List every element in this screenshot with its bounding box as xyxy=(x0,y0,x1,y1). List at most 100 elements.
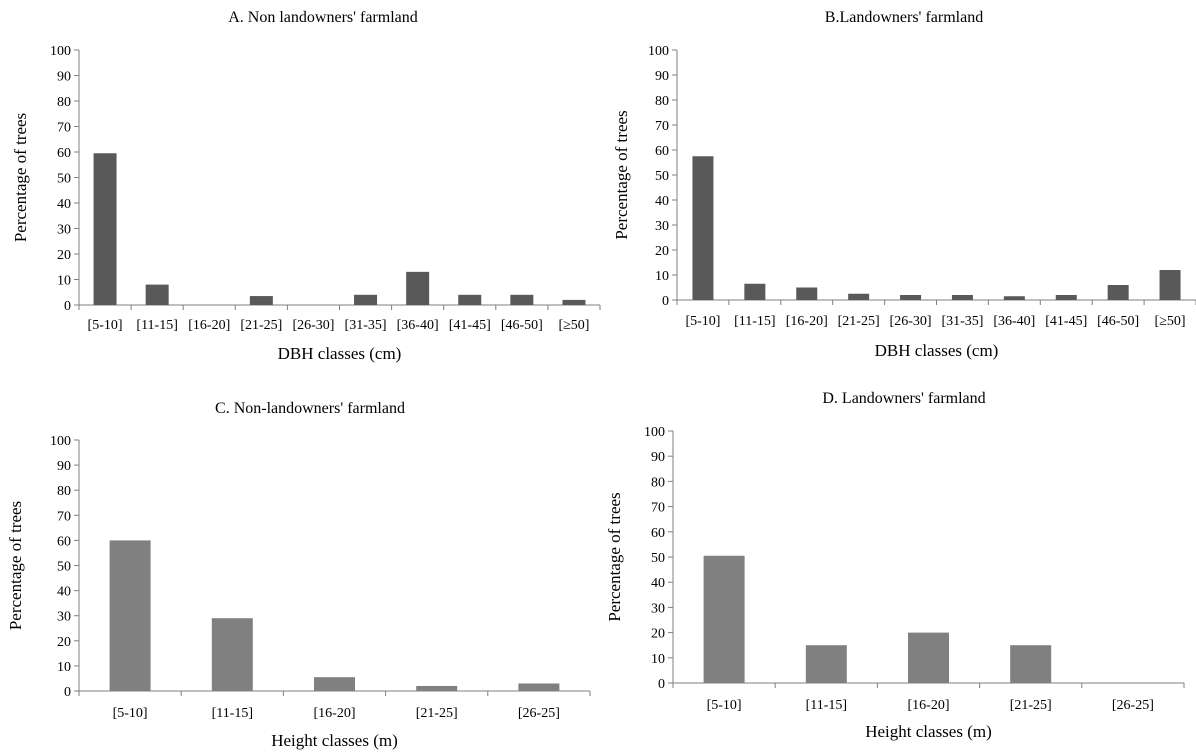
y-tick-label: 10 xyxy=(57,660,71,675)
x-tick-label: [16-20] xyxy=(908,698,950,713)
y-tick-label: 100 xyxy=(50,44,71,59)
y-tick-label: 20 xyxy=(57,635,71,650)
y-tick-label: 90 xyxy=(57,70,71,85)
y-tick-label: 0 xyxy=(662,294,669,309)
bar-[26-25] xyxy=(518,683,560,691)
y-tick-label: 90 xyxy=(57,459,71,474)
chart-title: C. Non-landowners' farmland xyxy=(215,400,405,417)
bar-[≥50] xyxy=(1159,270,1181,300)
x-tick-label: [26-30] xyxy=(292,318,334,333)
y-tick-label: 30 xyxy=(57,223,71,238)
bar-[41-45] xyxy=(1055,295,1077,300)
y-tick-label: 10 xyxy=(651,652,665,667)
x-axis-label: Height classes (m) xyxy=(865,722,992,741)
y-tick-label: 60 xyxy=(655,144,669,159)
y-tick-label: 30 xyxy=(57,610,71,625)
bar-[46-50] xyxy=(1107,285,1129,300)
x-tick-label: [36-40] xyxy=(993,314,1035,329)
y-axis-label: Percentage of trees xyxy=(6,501,25,630)
bar-[46-50] xyxy=(510,294,534,305)
bar-[11-15] xyxy=(805,645,847,683)
y-tick-label: 20 xyxy=(57,248,71,263)
y-tick-label: 60 xyxy=(57,534,71,549)
x-tick-label: [21-25] xyxy=(416,706,458,721)
y-tick-label: 80 xyxy=(655,94,669,109)
x-axis-label: Height classes (m) xyxy=(271,731,398,750)
y-tick-label: 60 xyxy=(651,526,665,541)
x-tick-label: [21-25] xyxy=(838,314,880,329)
chart-panel-3: C. Non-landowners' farmland 0 10 20 30 40 50 60… xyxy=(6,400,591,750)
chart-panel-1: A. Non landowners' farmland 0 10 20 30 40 50 60… xyxy=(11,9,601,363)
y-tick-label: 80 xyxy=(57,484,71,499)
chart-panel-2: B.Landowners' farmland 0 10 20 30 40 50 60 70 80 9… xyxy=(612,9,1196,360)
x-tick-label: [41-45] xyxy=(1045,314,1087,329)
y-tick-label: 40 xyxy=(57,585,71,600)
y-tick-label: 70 xyxy=(57,121,71,136)
x-tick-label: [46-50] xyxy=(501,318,543,333)
bar-[36-40] xyxy=(406,271,430,305)
x-axis-label: DBH classes (cm) xyxy=(278,344,402,363)
y-tick-label: 0 xyxy=(658,677,665,692)
y-axis-label: Percentage of trees xyxy=(612,110,631,239)
bar-[16-20] xyxy=(796,287,818,300)
bar-[31-35] xyxy=(354,294,378,305)
bar-[21-25] xyxy=(249,296,273,305)
bar-[31-35] xyxy=(951,295,973,300)
bar-[11-15] xyxy=(744,283,766,300)
y-tick-label: 70 xyxy=(57,509,71,524)
y-tick-label: 80 xyxy=(651,475,665,490)
y-tick-label: 40 xyxy=(651,576,665,591)
y-tick-label: 100 xyxy=(644,425,665,440)
y-tick-label: 40 xyxy=(57,197,71,212)
x-tick-label: [26-25] xyxy=(1112,698,1154,713)
x-tick-label: [16-20] xyxy=(188,318,230,333)
chart-title: D. Landowners' farmland xyxy=(822,390,985,407)
x-tick-label: [16-20] xyxy=(314,706,356,721)
y-axis-label: Percentage of trees xyxy=(11,113,30,242)
x-tick-label: [≥50] xyxy=(1155,314,1186,329)
bar-[5-10] xyxy=(93,153,117,305)
bar-[5-10] xyxy=(692,156,714,300)
bar-[11-15] xyxy=(211,618,253,691)
y-tick-label: 40 xyxy=(655,194,669,209)
y-tick-label: 10 xyxy=(655,269,669,284)
x-tick-label: [11-15] xyxy=(734,314,775,329)
y-tick-label: 100 xyxy=(50,434,71,449)
x-tick-label: [≥50] xyxy=(558,318,589,333)
x-tick-label: [5-10] xyxy=(707,698,742,713)
x-tick-label: [21-25] xyxy=(1010,698,1052,713)
x-tick-label: [26-25] xyxy=(518,706,560,721)
bar-[16-20] xyxy=(908,632,949,683)
y-tick-label: 10 xyxy=(57,274,71,289)
x-axis-label: DBH classes (cm) xyxy=(875,341,999,360)
x-tick-label: [5-10] xyxy=(113,706,148,721)
x-tick-label: [5-10] xyxy=(88,318,123,333)
bar-[5-10] xyxy=(109,540,151,691)
bar-[26-30] xyxy=(900,295,922,300)
y-tick-label: 50 xyxy=(651,551,665,566)
y-tick-label: 20 xyxy=(651,627,665,642)
y-tick-label: 30 xyxy=(651,601,665,616)
y-tick-label: 0 xyxy=(64,685,71,700)
x-tick-label: [11-15] xyxy=(136,318,177,333)
x-tick-label: [31-35] xyxy=(345,318,387,333)
y-tick-label: 80 xyxy=(57,95,71,110)
x-tick-label: [16-20] xyxy=(786,314,828,329)
y-tick-label: 90 xyxy=(651,450,665,465)
y-tick-label: 60 xyxy=(57,146,71,161)
chart-panel-4: D. Landowners' farmland 0 10 20 30 40 50 60 70 80… xyxy=(605,390,1185,741)
y-tick-label: 30 xyxy=(655,219,669,234)
x-tick-label: [11-15] xyxy=(212,706,253,721)
y-tick-label: 20 xyxy=(655,244,669,259)
chart-title: B.Landowners' farmland xyxy=(825,9,983,26)
bar-[16-20] xyxy=(314,677,355,691)
x-tick-label: [46-50] xyxy=(1097,314,1139,329)
y-tick-label: 70 xyxy=(655,119,669,134)
y-tick-label: 100 xyxy=(648,44,669,59)
y-tick-label: 90 xyxy=(655,69,669,84)
x-tick-label: [26-30] xyxy=(890,314,932,329)
x-tick-label: [41-45] xyxy=(449,318,491,333)
bar-[21-25] xyxy=(1010,645,1052,683)
x-tick-label: [31-35] xyxy=(941,314,983,329)
